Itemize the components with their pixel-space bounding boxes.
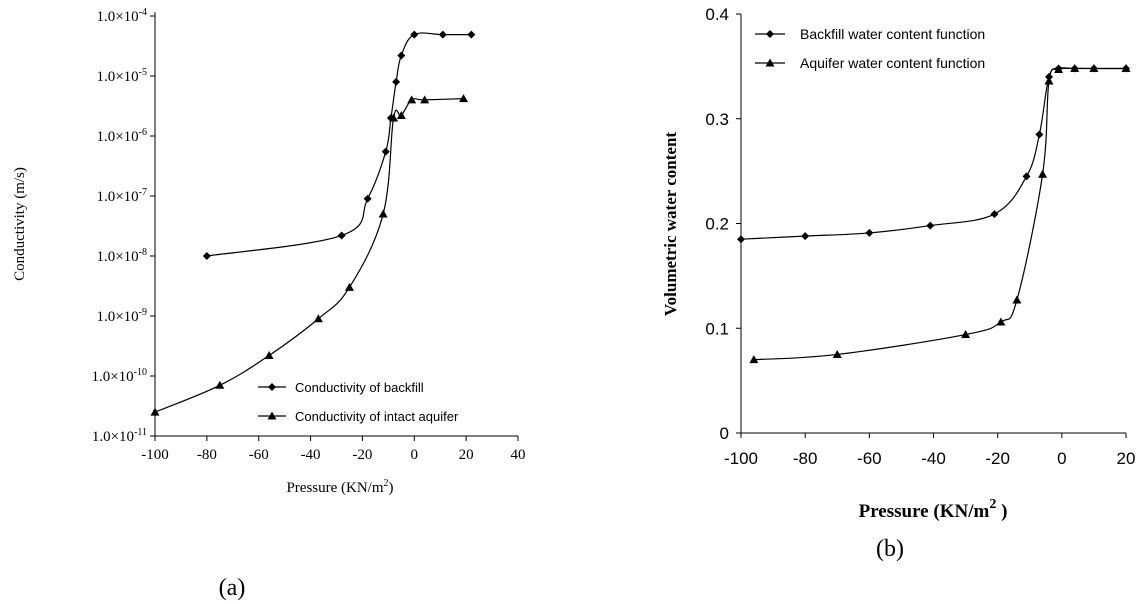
chart-a-point-aquifer <box>396 110 406 119</box>
chart-a-y-tick-label: 1.0×10-9 <box>96 307 147 325</box>
chart-b-y-tick-label: 0.1 <box>705 319 729 338</box>
chart-a-point-aquifer <box>378 209 388 218</box>
chart-a-x-tick-label: 0 <box>411 447 419 463</box>
chart-a-x-tick-label: -60 <box>249 447 269 463</box>
chart-a-legend-marker-backfill <box>268 383 276 391</box>
chart-b-y-tick-label: 0.4 <box>705 5 729 24</box>
chart-a-x-tick-label: 20 <box>459 447 474 463</box>
chart-a-y-axis-title: Conductivity (m/s) <box>12 167 28 281</box>
chart-a-point-aquifer <box>420 95 430 104</box>
chart-a-point-backfill <box>337 231 346 240</box>
chart-a-y-tick-label: 1.0×10-7 <box>96 187 147 205</box>
chart-b-point-backfill <box>737 235 745 244</box>
chart-a-y-tick-label: 1.0×10-5 <box>96 67 147 85</box>
chart-b-series-line-aquifer <box>753 67 1126 361</box>
chart-b-x-tick-label: 0 <box>1057 449 1066 468</box>
chart-b-legend-marker-backfill <box>766 30 774 38</box>
chart-b-point-aquifer <box>996 317 1006 326</box>
chart-a-point-aquifer <box>389 113 399 122</box>
chart-a-legend-label-aquifer: Conductivity of intact aquifer <box>295 409 459 424</box>
chart-b-point-backfill <box>865 228 874 237</box>
chart-a-legend: Conductivity of backfill Conductivity of… <box>258 380 459 424</box>
chart-b-y-axis-title: Volumetric water content <box>661 132 680 316</box>
chart-a-y-tick-label: 1.0×10-6 <box>96 127 147 145</box>
chart-a: 1.0×10-4 1.0×10-5 1.0×10-6 1.0×10-7 1.0×10-8… <box>12 7 526 601</box>
chart-b-legend-label-aquifer: Aquifer water content function <box>800 55 985 71</box>
chart-a-point-backfill <box>202 252 211 260</box>
chart-b-legend-label-backfill: Backfill water content function <box>800 26 985 42</box>
chart-b-x-axis-title: Pressure (KN/m2 ) <box>859 497 1008 522</box>
chart-b-x-tick-label: -80 <box>793 449 818 468</box>
chart-b-point-backfill <box>926 221 935 230</box>
chart-a-y-tick-label: 1.0×10-10 <box>91 367 147 385</box>
chart-a-point-aquifer <box>264 350 274 359</box>
chart-b-point-aquifer <box>832 349 842 358</box>
chart-b-point-aquifer <box>1070 63 1080 72</box>
chart-a-x-axis-title: Pressure (KN/m2) <box>286 478 393 496</box>
chart-a-series-line-aquifer <box>154 98 464 413</box>
chart-a-x-tick-label: -100 <box>141 447 169 463</box>
chart-b-y-tick-label: 0 <box>720 424 729 443</box>
chart-a-point-backfill <box>467 30 476 39</box>
chart-b-point-aquifer <box>749 355 759 364</box>
chart-b-x-tick-label: -60 <box>857 449 882 468</box>
chart-b: 0 0.1 0.2 0.3 0.4 -100 -80 -60 -40 -20 0 20 Backfi… <box>661 5 1135 562</box>
chart-b-point-aquifer <box>1089 63 1099 72</box>
chart-b-x-tick-label: 20 <box>1117 449 1136 468</box>
chart-a-legend-label-backfill: Conductivity of backfill <box>295 380 424 395</box>
chart-a-point-backfill <box>410 30 419 39</box>
chart-a-point-aquifer <box>407 95 417 104</box>
chart-a-point-backfill <box>392 77 401 86</box>
chart-a-legend-marker-aquifer <box>267 411 277 420</box>
panel-label-b: (b) <box>876 536 904 562</box>
chart-a-point-backfill <box>381 147 390 156</box>
chart-a-y-tick-label: 1.0×10-4 <box>96 7 147 25</box>
chart-b-point-backfill <box>990 210 999 219</box>
chart-a-point-aquifer <box>215 380 225 389</box>
chart-b-point-aquifer <box>1012 295 1022 304</box>
chart-b-x-tick-label: -40 <box>921 449 946 468</box>
chart-b-point-aquifer <box>961 330 971 339</box>
chart-b-legend: Backfill water content function Aquifer … <box>755 26 985 71</box>
chart-a-series-line-backfill <box>206 32 472 257</box>
chart-b-y-tick-label: 0.3 <box>705 110 729 129</box>
panel-label-a: (a) <box>219 575 246 601</box>
chart-b-point-backfill <box>1022 172 1031 181</box>
chart-a-y-tick-label: 1.0×10-8 <box>96 247 147 265</box>
chart-b-series-line-backfill <box>740 67 1126 240</box>
chart-b-point-aquifer <box>1044 76 1054 85</box>
chart-b-point-backfill <box>801 232 810 241</box>
chart-a-x-tick-label: 40 <box>511 447 526 463</box>
chart-b-legend-marker-aquifer <box>765 58 775 67</box>
chart-a-point-backfill <box>397 51 406 60</box>
chart-b-point-aquifer <box>1121 63 1131 72</box>
chart-b-y-tick-label: 0.2 <box>705 215 729 234</box>
chart-b-point-aquifer <box>1054 65 1064 74</box>
chart-a-point-aquifer <box>313 314 323 323</box>
chart-b-point-aquifer <box>1038 169 1048 178</box>
chart-a-x-tick-label: -20 <box>352 447 372 463</box>
chart-a-point-backfill <box>438 30 447 39</box>
chart-a-x-tick-label: -80 <box>197 447 217 463</box>
chart-a-point-aquifer <box>150 407 160 416</box>
chart-b-x-tick-label: -20 <box>985 449 1010 468</box>
chart-a-point-aquifer <box>344 282 354 291</box>
chart-a-y-tick-label: 1.0×10-11 <box>92 427 147 445</box>
chart-a-point-backfill <box>363 194 372 203</box>
chart-b-point-backfill <box>1035 130 1044 139</box>
chart-a-x-tick-label: -40 <box>301 447 321 463</box>
chart-a-point-aquifer <box>459 94 469 103</box>
chart-b-x-tick-label: -100 <box>724 449 758 468</box>
